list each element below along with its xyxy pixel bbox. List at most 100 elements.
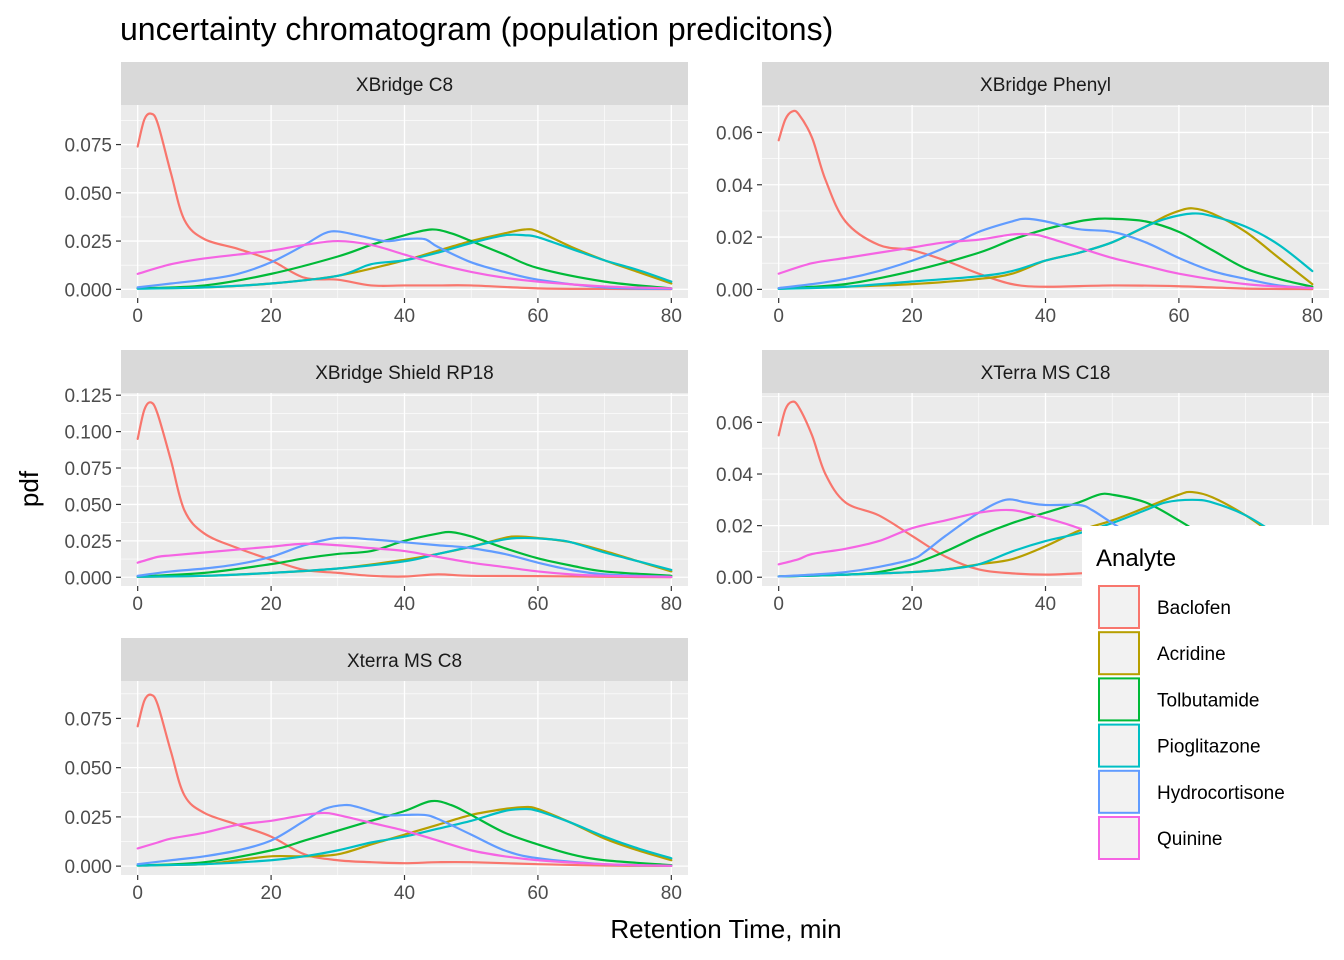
series-line-pioglitazone	[136, 233, 673, 290]
y-tick-label: 0.075	[64, 709, 112, 730]
series-line-pioglitazone	[136, 536, 673, 578]
facet-strip	[762, 62, 1329, 105]
panel-xbridge-c8: XBridge C8 0 20 40 60 80 0.000 0.025 0.050 0.075	[64, 62, 688, 327]
series-line-quinine	[136, 811, 673, 867]
facet-strip	[121, 62, 688, 105]
facet-panels: XBridge C80 20 40 60 800.0000.0250.0500.075X…	[64, 62, 1329, 904]
y-tick-label: 0.025	[64, 808, 112, 829]
x-tick-label: 20	[261, 594, 282, 615]
series-line-hydrocortisone	[136, 803, 673, 867]
facet-strip	[121, 350, 688, 393]
y-tick-label: 0.125	[64, 386, 112, 407]
y-tick-label: 0.000	[64, 280, 112, 301]
x-tick-label: 20	[261, 883, 282, 904]
y-tick-label: 0.00	[716, 280, 753, 301]
y-axis-title: pdf	[14, 470, 44, 507]
series-line-pioglitazone	[777, 212, 1314, 290]
x-tick-label: 80	[661, 306, 682, 327]
series-line-quinine	[136, 239, 673, 290]
y-tick-label: 0.02	[716, 228, 753, 249]
x-tick-label: 0	[132, 883, 143, 904]
x-tick-label: 40	[394, 594, 415, 615]
legend-key-swatch	[1098, 585, 1140, 629]
series-group	[136, 112, 673, 291]
x-tick-label: 0	[773, 594, 784, 615]
series-line-hydrocortisone	[136, 536, 673, 578]
legend-item-hydrocortisone: Hydrocortisone	[1098, 769, 1285, 814]
series-line-tolbutamide	[136, 530, 673, 578]
y-tick-label: 0.025	[64, 232, 112, 253]
legend-label: Baclofen	[1157, 598, 1231, 619]
facet-strip-label: XBridge C8	[356, 75, 453, 96]
legend-key	[1098, 816, 1140, 860]
series-line-tolbutamide	[136, 228, 673, 290]
legend-key-swatch	[1098, 631, 1140, 676]
series-group	[136, 693, 673, 868]
x-tick-label: 60	[527, 306, 548, 327]
series-line-tolbutamide	[777, 217, 1314, 290]
facet-strip	[762, 350, 1329, 393]
y-tick-label: 0.04	[716, 176, 753, 197]
legend-key-swatch	[1098, 723, 1140, 768]
y-tick-label: 0.075	[64, 459, 112, 480]
legend-title: Analyte	[1096, 545, 1176, 572]
legend-key-swatch	[1098, 769, 1140, 814]
x-tick-label: 80	[661, 594, 682, 615]
x-tick-label: 0	[132, 306, 143, 327]
y-tick-label: 0.050	[64, 759, 112, 780]
y-tick-label: 0.00	[716, 568, 753, 589]
legend: Analyte Baclofen Acridine Tolbutamide Piogli…	[1082, 526, 1344, 872]
y-tick-label: 0.050	[64, 184, 112, 205]
legend-label: Acridine	[1157, 644, 1226, 665]
y-tick-label: 0.04	[716, 465, 753, 486]
facet-strip-label: XBridge Phenyl	[980, 75, 1111, 96]
series-line-hydrocortisone	[136, 230, 673, 291]
facet-strip	[121, 638, 688, 681]
series-line-baclofen	[136, 401, 673, 579]
x-tick-label: 0	[773, 306, 784, 327]
legend-label: Quinine	[1157, 829, 1223, 850]
y-tick-label: 0.050	[64, 495, 112, 516]
panel-xterra-ms-c8: Xterra MS C8 0 20 40 60 80 0.000 0.025 0.050 0.07…	[64, 638, 688, 904]
series-line-hydrocortisone	[777, 217, 1314, 290]
x-tick-label: 80	[1302, 306, 1323, 327]
y-tick-label: 0.100	[64, 423, 112, 444]
series-line-baclofen	[136, 693, 673, 868]
series-line-quinine	[136, 542, 673, 579]
x-tick-label: 60	[527, 594, 548, 615]
x-tick-label: 20	[902, 306, 923, 327]
legend-key	[1098, 631, 1140, 676]
x-tick-label: 40	[394, 883, 415, 904]
legend-item-tolbutamide: Tolbutamide	[1098, 677, 1259, 722]
legend-item-acridine: Acridine	[1098, 631, 1226, 676]
series-line-baclofen	[136, 112, 673, 291]
x-tick-label: 40	[1035, 306, 1056, 327]
legend-item-pioglitazone: Pioglitazone	[1098, 723, 1261, 768]
series-line-quinine	[777, 232, 1314, 290]
x-tick-label: 40	[394, 306, 415, 327]
x-tick-label: 20	[902, 594, 923, 615]
legend-key-swatch	[1098, 816, 1140, 860]
legend-item-baclofen: Baclofen	[1098, 585, 1231, 629]
chart-title: uncertainty chromatogram (population pre…	[120, 11, 833, 47]
x-tick-label: 20	[261, 306, 282, 327]
y-tick-label: 0.000	[64, 568, 112, 589]
series-line-baclofen	[777, 109, 1314, 291]
x-tick-label: 60	[1168, 306, 1189, 327]
series-line-pioglitazone	[136, 807, 673, 867]
facet-strip-label: XTerra MS C18	[981, 363, 1111, 384]
x-tick-label: 40	[1035, 594, 1056, 615]
y-tick-label: 0.075	[64, 136, 112, 157]
legend-label: Hydrocortisone	[1157, 783, 1285, 804]
x-axis-title: Retention Time, min	[610, 914, 841, 944]
legend-label: Tolbutamide	[1157, 690, 1259, 711]
legend-item-quinine: Quinine	[1098, 816, 1223, 860]
panel-xbridge-shield-rp18: XBridge Shield RP18 0 20 40 60 80 0.000 0.025 0.…	[64, 350, 688, 615]
legend-key-swatch	[1098, 677, 1140, 722]
y-tick-label: 0.02	[716, 517, 753, 538]
legend-key	[1098, 769, 1140, 814]
y-tick-label: 0.06	[716, 123, 753, 144]
x-tick-label: 0	[132, 594, 143, 615]
facet-strip-label: XBridge Shield RP18	[315, 363, 494, 384]
